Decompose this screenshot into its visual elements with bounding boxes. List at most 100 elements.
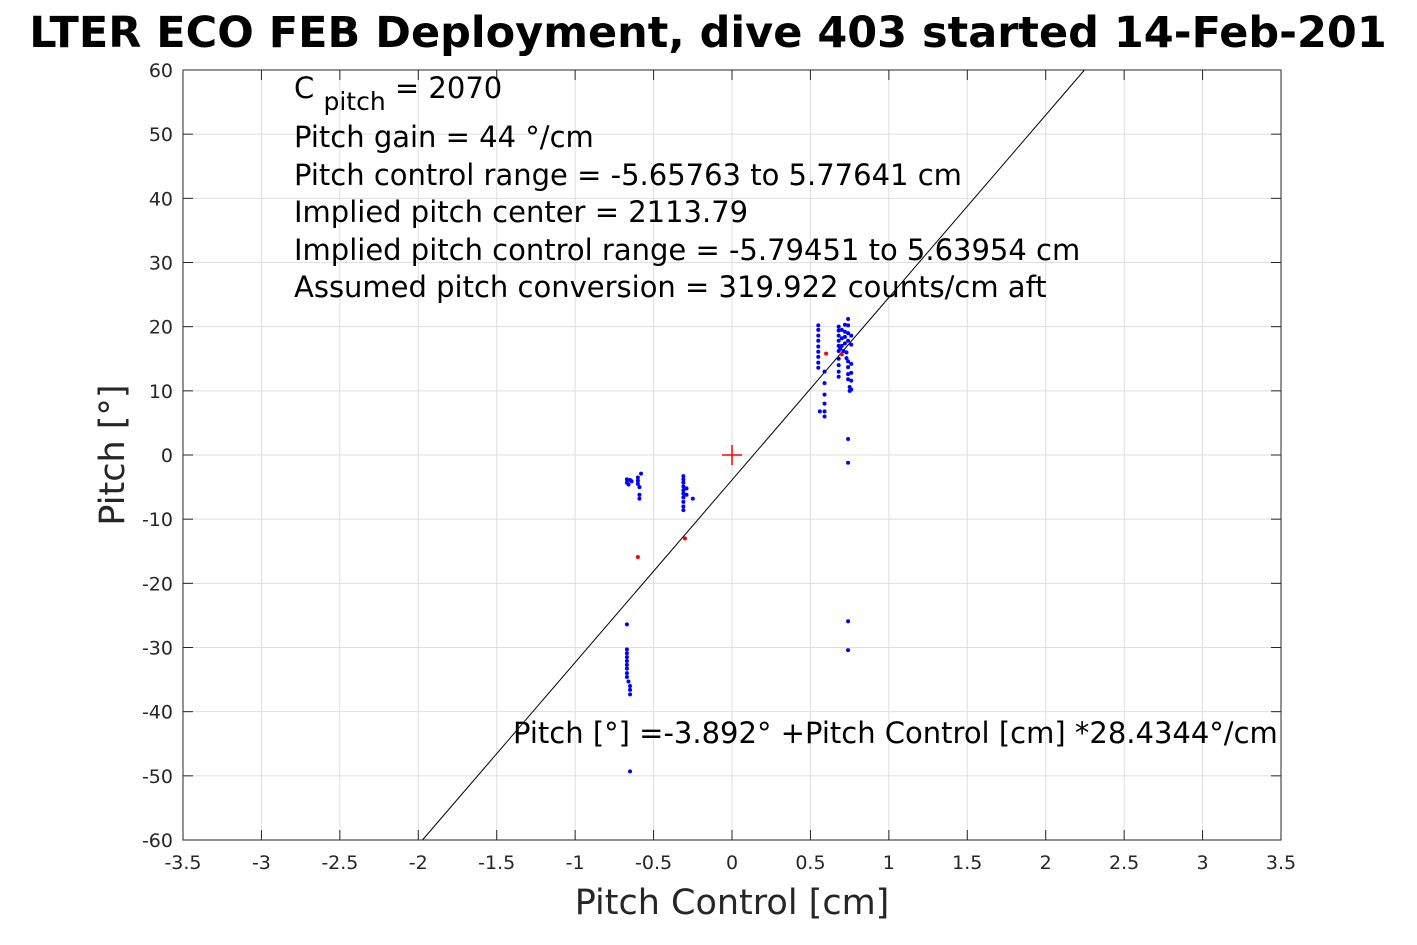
- data-point: [639, 471, 644, 476]
- data-point: [628, 769, 633, 774]
- data-point: [842, 334, 847, 339]
- y-tick-labels: 60 50 40 30 20 10 0 -10 -20 -30 -40 -50 -60: [142, 60, 173, 852]
- annotation-line-pitch-center: Implied pitch center = 2113.79: [294, 195, 748, 229]
- c-pitch-value: = 2070: [395, 71, 502, 105]
- data-point: [839, 327, 844, 332]
- data-point: [624, 647, 629, 652]
- fit-line-group: [422, 69, 1085, 841]
- data-point: [624, 622, 629, 627]
- x-tick-label: -2: [409, 852, 428, 874]
- annotation-line-conversion: Assumed pitch conversion = 319.922 count…: [294, 270, 1047, 304]
- data-point: [624, 655, 629, 660]
- y-tick-label: -20: [142, 573, 173, 595]
- data-point: [626, 482, 631, 487]
- annotation-block: C pitch = 2070 Pitch gain = 44 °/cm Pitc…: [294, 71, 1080, 304]
- x-tick-label: -2.5: [321, 852, 358, 874]
- data-point: [846, 331, 851, 336]
- data-point: [816, 349, 821, 354]
- data-point: [836, 333, 841, 338]
- data-point: [836, 374, 841, 379]
- data-point: [816, 365, 821, 370]
- annotation-line-pitch-gain: Pitch gain = 44 °/cm: [294, 120, 594, 154]
- data-point: [681, 508, 686, 513]
- x-tick-label: -1.5: [478, 852, 515, 874]
- data-point: [628, 692, 633, 697]
- y-tick-label: 0: [161, 445, 173, 467]
- data-point: [637, 496, 642, 501]
- data-point: [846, 648, 851, 653]
- x-tick-label: 2: [1040, 852, 1052, 874]
- center-marker-group: [722, 445, 742, 465]
- data-point: [849, 361, 854, 366]
- data-point: [681, 477, 686, 482]
- data-point: [816, 327, 821, 332]
- data-point: [624, 651, 629, 656]
- data-point: [816, 344, 821, 349]
- annotation-line-implied-range: Implied pitch control range = -5.79451 t…: [294, 233, 1080, 267]
- data-point: [849, 333, 854, 338]
- data-point: [624, 666, 629, 671]
- data-point: [836, 363, 841, 368]
- data-point: [681, 499, 686, 504]
- highlight-point: [635, 555, 640, 560]
- y-tick-label: -60: [142, 830, 173, 852]
- x-tick-label: 1: [883, 852, 895, 874]
- data-point: [836, 338, 841, 343]
- data-point: [637, 485, 642, 490]
- data-point: [817, 409, 822, 414]
- data-point: [842, 322, 847, 327]
- x-tick-label: 2.5: [1109, 852, 1139, 874]
- data-point: [635, 481, 640, 486]
- data-point: [629, 479, 634, 484]
- data-point: [849, 378, 854, 383]
- data-point: [846, 365, 851, 370]
- y-tick-label: -10: [142, 509, 173, 531]
- data-point: [816, 323, 821, 328]
- data-point: [841, 349, 846, 354]
- c-pitch-base: C: [294, 71, 314, 105]
- data-point: [846, 359, 851, 364]
- data-point: [849, 370, 854, 375]
- data-points: [624, 316, 854, 774]
- y-tick-label: 20: [149, 317, 173, 339]
- data-point: [836, 324, 841, 329]
- data-point: [846, 460, 851, 465]
- data-point: [846, 377, 851, 382]
- y-tick-label: -30: [142, 638, 173, 660]
- data-point: [846, 338, 851, 343]
- data-point: [624, 658, 629, 663]
- data-point: [690, 496, 695, 501]
- highlight-point: [682, 536, 687, 541]
- c-pitch-annotation: C pitch = 2070: [294, 71, 502, 117]
- data-point: [681, 491, 686, 496]
- x-tick-label: 0: [726, 852, 738, 874]
- data-point: [681, 474, 686, 479]
- data-point: [684, 486, 689, 491]
- data-point: [844, 356, 849, 361]
- data-point: [635, 478, 640, 483]
- x-tick-label: -3.5: [164, 852, 201, 874]
- data-point: [681, 495, 686, 500]
- data-point: [836, 328, 841, 333]
- data-point: [628, 687, 633, 692]
- fit-equation-label: Pitch [°] =-3.892° +Pitch Control [cm] *…: [513, 716, 1278, 750]
- highlight-point: [824, 351, 829, 356]
- data-point: [849, 387, 854, 392]
- data-point: [822, 409, 827, 414]
- y-tick-label: 10: [149, 381, 173, 403]
- data-point: [624, 662, 629, 667]
- data-point: [626, 679, 631, 684]
- data-point: [849, 342, 854, 347]
- data-point: [844, 350, 849, 355]
- data-point: [822, 381, 827, 386]
- chart-title: LTER ECO FEB Deployment, dive 403 starte…: [29, 8, 1387, 58]
- data-point: [681, 480, 686, 485]
- x-axis-label: Pitch Control [cm]: [575, 883, 890, 923]
- highlight-point: [839, 352, 844, 357]
- data-point: [836, 356, 841, 361]
- data-point: [822, 401, 827, 406]
- x-tick-label: 0.5: [795, 852, 825, 874]
- x-tick-label: 1.5: [952, 852, 982, 874]
- data-point: [836, 369, 841, 374]
